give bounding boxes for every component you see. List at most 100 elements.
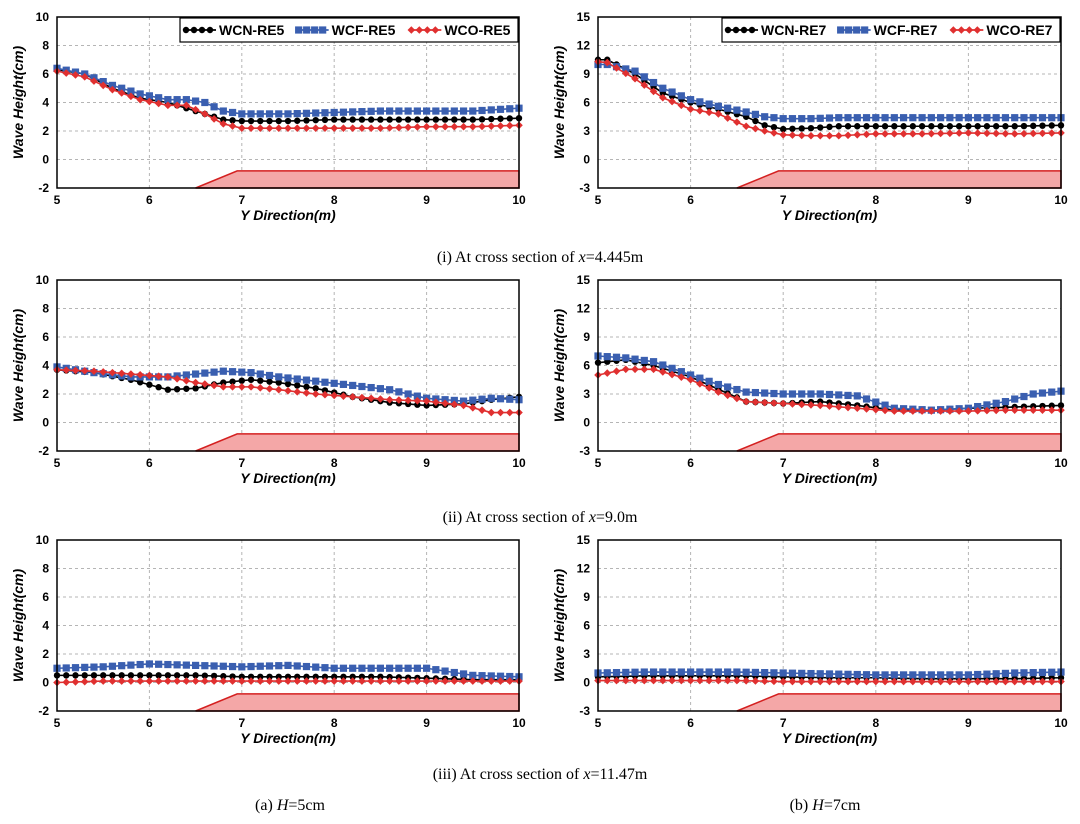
data-point [108,81,117,89]
y-tick-label: 4 [42,96,49,110]
data-point [154,677,163,685]
data-point [302,662,311,671]
data-point [109,672,116,679]
data-point [835,114,843,122]
data-point [677,92,685,100]
data-point [946,677,954,686]
data-point [936,677,945,686]
data-point [478,406,486,414]
data-point [404,664,412,672]
data-point [668,668,676,676]
data-point [770,124,778,131]
data-point [201,380,209,388]
data-point [395,123,403,132]
data-point [330,108,338,117]
data-point [348,124,357,132]
series-wcf-re7 [594,352,1065,414]
data-point [321,390,329,399]
data-point [284,677,292,685]
data-point [219,367,227,375]
data-point [936,407,945,415]
data-point [881,406,889,415]
data-point [603,58,612,67]
plot-frame [597,16,1062,189]
legend-marker [423,26,432,34]
data-point [395,388,403,396]
data-point [872,677,880,686]
data-point [229,673,236,680]
data-point [71,664,80,672]
data-point [182,661,190,669]
data-point [459,401,468,410]
data-point [80,367,89,375]
legend: WCN-RE7 WCF-RE7 WCO-RE7 [721,17,1061,43]
data-point [760,127,769,135]
x-tick-label: 10 [1054,193,1068,207]
data-point [964,129,973,137]
data-point [265,384,274,393]
data-point [909,677,917,686]
data-point [312,377,320,385]
data-point [955,129,963,137]
data-point [797,131,806,140]
series-wcf-re5 [53,660,523,681]
data-point [376,385,384,393]
data-point [182,376,191,385]
legend-label: WCN-RE5 [219,22,285,38]
data-point [284,124,292,132]
x-tick-label: 8 [872,716,879,730]
data-point [844,677,852,686]
legend-marker [198,26,206,34]
data-point [80,73,89,81]
data-point [659,93,667,102]
data-point [219,662,227,670]
data-point [899,677,908,686]
data-point [358,673,366,680]
legend-marker [748,26,756,34]
data-point [992,114,1000,122]
seawall-structure [736,693,1062,712]
data-point [376,395,385,403]
caption-row-1: (i) At cross section of x=4.445m [437,249,644,266]
data-point [183,385,190,392]
data-point [909,671,917,679]
data-point [696,668,704,676]
data-point [751,668,760,677]
data-point [890,671,898,679]
data-point [992,406,1000,415]
data-point [293,110,301,118]
data-point [376,664,384,672]
y-tick-label: 4 [42,619,49,633]
data-point [404,396,412,405]
data-point [779,399,787,408]
data-point [872,671,880,679]
y-tick-label: 15 [577,10,591,24]
data-point [192,661,200,669]
data-point [621,365,630,374]
data-point [1038,668,1047,677]
x-tick-label: 6 [146,193,153,207]
data-point [478,116,486,123]
data-point [487,122,496,130]
data-point [395,664,403,672]
y-tick-label: -3 [579,181,590,195]
data-point [395,677,403,685]
data-point [220,379,227,386]
y-tick-label: 3 [583,124,590,138]
data-point [714,388,723,396]
data-point [687,96,695,104]
data-point [358,124,366,132]
data-point [302,677,311,685]
data-point [90,672,98,679]
legend-marker [861,26,869,34]
data-point [862,677,871,686]
data-point [927,129,936,138]
data-point [505,408,514,417]
data-point [899,130,908,138]
data-point [612,367,621,375]
caption-row-2: (ii) At cross section of x=9.0m [443,509,638,526]
x-tick-label: 7 [780,716,787,730]
data-point [946,129,954,138]
data-point [872,405,880,414]
data-point [668,97,676,106]
